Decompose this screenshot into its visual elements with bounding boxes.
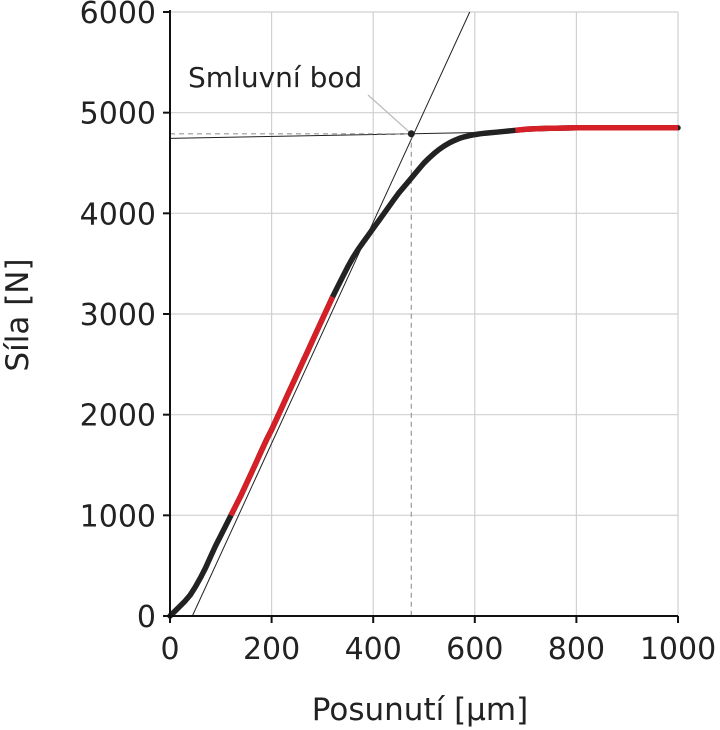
x-tick-label: 0 <box>160 632 179 667</box>
y-tick-label: 5000 <box>80 97 156 132</box>
y-tick-label: 2000 <box>80 399 156 434</box>
tangent-lines <box>169 11 516 617</box>
tick-labels: 0 200 400 600 800 1000 0 1000 2000 3000 4000 5000 60… <box>80 0 717 667</box>
y-tick-label: 6000 <box>80 0 156 31</box>
y-tick-label: 1000 <box>80 499 156 534</box>
annotation-point <box>407 130 415 138</box>
annotation-leader <box>367 94 412 135</box>
x-tick-label: 1000 <box>640 632 716 667</box>
y-tick-label: 4000 <box>80 197 156 232</box>
axes <box>163 10 679 623</box>
y-axis-label: Síla [N] <box>0 258 36 371</box>
x-tick-label: 400 <box>345 632 402 667</box>
tangent-line <box>169 131 516 139</box>
x-axis-label: Posunutí [µm] <box>312 692 528 728</box>
x-tick-label: 200 <box>243 632 300 667</box>
tangent-line <box>191 11 471 617</box>
x-tick-label: 600 <box>446 632 503 667</box>
x-tick-label: 800 <box>548 632 605 667</box>
series-group <box>167 125 681 619</box>
annotation-guides <box>170 94 412 616</box>
y-tick-label: 3000 <box>80 298 156 333</box>
highlight-segment <box>228 295 336 517</box>
series-line <box>167 125 681 619</box>
highlight-segment <box>515 125 678 134</box>
grid <box>169 11 679 617</box>
y-tick-label: 0 <box>137 600 156 635</box>
annotation-label: Smluvní bod <box>188 61 362 94</box>
